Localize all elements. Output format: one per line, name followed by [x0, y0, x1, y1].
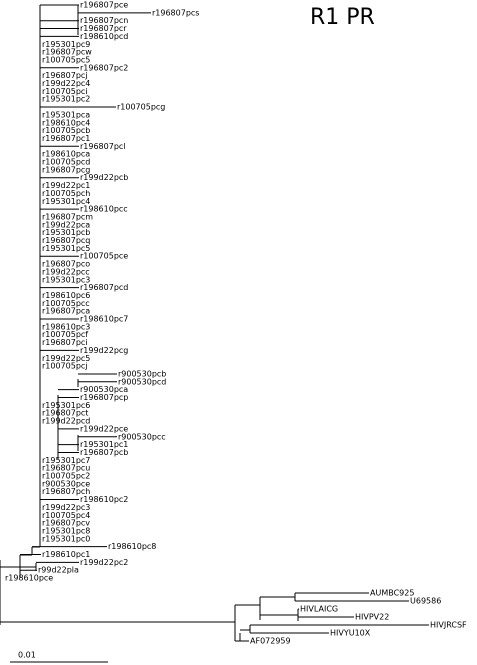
- leaf-label: r196807pcw: [42, 48, 92, 57]
- leaf-label: r100705pcd: [42, 158, 90, 167]
- leaf-label: r100705pch: [42, 189, 90, 198]
- leaf-label: r195301pc6: [42, 401, 90, 410]
- leaf-label: r198610pca: [42, 150, 90, 159]
- leaf-label: r199d22pca: [42, 220, 90, 229]
- leaf-label: r198610pc6: [42, 291, 90, 300]
- leaf-label: r199d22pcd: [42, 417, 90, 426]
- leaf-label: r100705pcj: [42, 362, 88, 371]
- leaf-label: r100705pcf: [42, 330, 88, 339]
- leaf-label: r900530pce: [42, 479, 90, 488]
- leaf-label: r196807pca: [42, 307, 90, 316]
- leaf-label: r198610pc1: [42, 550, 90, 559]
- leaf-label: r196807pcg: [42, 165, 90, 174]
- leaf-label: r196807pcq: [42, 236, 90, 245]
- leaf-label: U69586: [410, 597, 441, 606]
- leaf-label: r196807pct: [42, 409, 88, 418]
- leaf-label: r100705pci: [42, 87, 88, 96]
- leaf-label: r195301pc9: [42, 40, 90, 49]
- leaf-label: r900530pcd: [118, 377, 166, 386]
- leaf-label: HIVLAICG: [300, 605, 338, 614]
- title: R1 PR: [310, 5, 375, 30]
- leaf-label: r99d22pla: [38, 566, 79, 575]
- leaf-label: r100705pce: [80, 252, 128, 261]
- leaf-label: r199d22pce: [80, 424, 128, 433]
- leaf-label: r900530pca: [80, 385, 128, 394]
- leaf-label: r198610pcd: [80, 32, 128, 41]
- leaf-label: r100705pcc: [42, 299, 90, 308]
- leaf-label: r196807pce: [80, 1, 128, 10]
- leaf-label: r100705pcb: [42, 126, 90, 135]
- leaf-label: r196807pci: [42, 338, 88, 347]
- leaf-label: r100705pcg: [117, 103, 165, 112]
- leaf-label: r195301pc3: [42, 275, 90, 284]
- leaf-label: r900530pcb: [118, 369, 166, 378]
- leaf-label: r195301pc8: [42, 526, 90, 535]
- scale-label: 0.01: [18, 651, 36, 660]
- leaf-label: r198610pce: [5, 574, 53, 583]
- leaf-label: r900530pcc: [118, 432, 166, 441]
- leaf-label: r199d22pc2: [80, 558, 128, 567]
- leaf-label: r100705pc5: [42, 55, 90, 64]
- leaf-label: r196807pcp: [80, 393, 128, 402]
- leaf-label: r196807pcl: [80, 142, 126, 151]
- leaf-label: r100705pc4: [42, 511, 90, 520]
- leaf-label: r198610pc2: [80, 495, 128, 504]
- leaf-label: r196807pcv: [42, 519, 90, 528]
- leaf-label: r196807pcu: [42, 464, 90, 473]
- leaf-label: r100705pc2: [42, 472, 90, 481]
- leaf-label: r195301pc1: [80, 440, 128, 449]
- leaf-label: r195301pc7: [42, 456, 90, 465]
- leaf-label: r195301pc5: [42, 244, 90, 253]
- leaf-label: r199d22pc3: [42, 503, 90, 512]
- leaf-label: r199d22pc5: [42, 354, 90, 363]
- leaf-label: AF072959: [250, 637, 291, 646]
- leaf-label: r196807pcd: [80, 283, 128, 292]
- leaf-label: r199d22pcc: [42, 267, 90, 276]
- leaf-label: r196807pc2: [80, 63, 128, 72]
- leaf-label: HIVPV22: [355, 613, 389, 622]
- leaf-label: r198610pc7: [80, 315, 128, 324]
- leaf-label: r196807pco: [42, 260, 90, 269]
- leaf-label: r198610pcc: [80, 205, 128, 214]
- leaf-label: r196807pcs: [152, 8, 199, 17]
- leaf-label: r196807pc1: [42, 134, 90, 143]
- leaf-label: r195301pc4: [42, 197, 90, 206]
- leaf-label: HIVYU10X: [330, 629, 371, 638]
- leaf-label: HIVJRCSF: [430, 621, 467, 630]
- leaf-label: r199d22pcb: [80, 173, 128, 182]
- leaf-label: r196807pcm: [42, 212, 93, 221]
- leaf-label: r198610pc8: [108, 542, 156, 551]
- leaf-label: r199d22pc1: [42, 181, 90, 190]
- leaf-label: r199d22pcg: [80, 346, 128, 355]
- leaf-label: r198610pc3: [42, 322, 90, 331]
- leaf-label: r195301pcb: [42, 228, 90, 237]
- leaf-label: r196807pcj: [42, 71, 88, 80]
- leaf-label: r199d22pc4: [42, 79, 90, 88]
- leaf-label: r196807pcn: [80, 16, 128, 25]
- leaf-label: r195301pc2: [42, 95, 90, 104]
- leaf-label: r195301pca: [42, 110, 90, 119]
- leaf-label: r198610pc4: [42, 118, 90, 127]
- leaf-label: r196807pcr: [80, 24, 127, 33]
- leaf-label: AUMBC925: [370, 589, 414, 598]
- leaf-label: r196807pch: [42, 487, 90, 496]
- leaf-label: r196807pcb: [80, 448, 128, 457]
- leaf-label: r195301pc0: [42, 534, 90, 543]
